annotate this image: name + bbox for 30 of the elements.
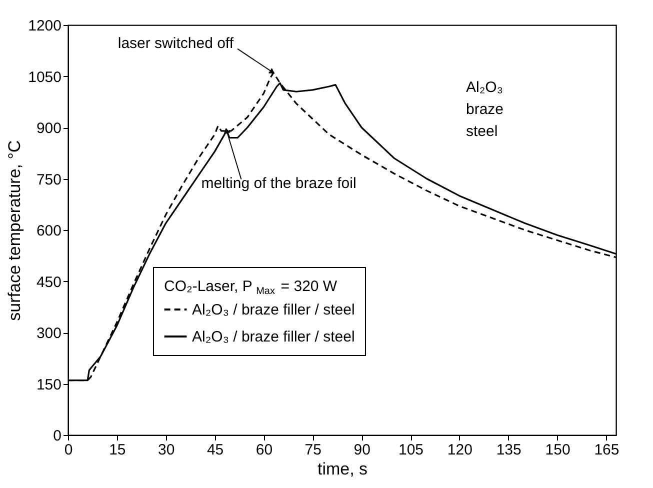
x-tick-label: 0 bbox=[64, 442, 73, 458]
y-tick-label: 900 bbox=[36, 120, 62, 137]
y-tick-label: 450 bbox=[36, 274, 62, 291]
legend-label: Al₂O₃ / braze filler / steel bbox=[192, 328, 355, 346]
y-tick-label: 600 bbox=[36, 222, 62, 240]
x-tick-label: 135 bbox=[496, 442, 522, 458]
legend-label: Al₂O₃ / braze filler / steel bbox=[192, 302, 355, 318]
annotation: steel bbox=[466, 123, 498, 140]
y-tick-label: 1200 bbox=[28, 18, 62, 34]
annotation: Al₂O₃ bbox=[466, 79, 503, 96]
x-tick-label: 60 bbox=[256, 442, 273, 458]
annotation: melting of the braze foil bbox=[201, 175, 356, 192]
x-tick-label: 165 bbox=[594, 442, 620, 458]
y-tick-label: 0 bbox=[53, 428, 62, 444]
x-axis-title: time, s bbox=[317, 460, 368, 478]
x-tick-label: 30 bbox=[158, 442, 175, 458]
annotation: laser switched off bbox=[118, 34, 234, 52]
y-tick-label: 1050 bbox=[28, 68, 62, 86]
x-tick-label: 105 bbox=[398, 442, 424, 458]
y-axis-title: surface temperature, °C bbox=[5, 140, 24, 321]
y-tick-label: 150 bbox=[36, 376, 62, 394]
y-tick-label: 750 bbox=[36, 171, 62, 188]
x-tick-label: 45 bbox=[206, 442, 224, 458]
x-tick-label: 90 bbox=[354, 442, 370, 458]
x-tick-label: 150 bbox=[545, 442, 570, 458]
x-tick-label: 120 bbox=[447, 442, 472, 458]
x-tick-label: 75 bbox=[304, 442, 322, 458]
annotation: braze bbox=[466, 101, 504, 118]
y-tick-label: 300 bbox=[36, 325, 62, 342]
x-tick-label: 15 bbox=[109, 442, 126, 458]
